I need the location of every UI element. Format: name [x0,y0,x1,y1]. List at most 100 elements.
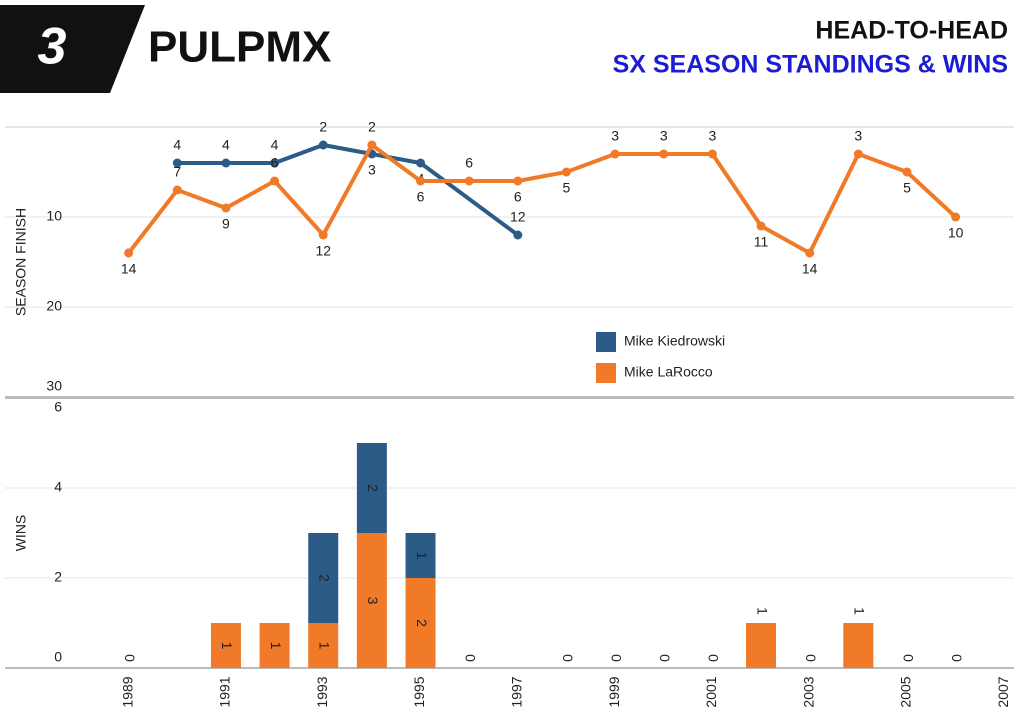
data-label: 2 [365,484,381,492]
data-label: 3 [854,128,862,144]
x-tick-label: 2003 [800,676,816,707]
bar [746,623,777,668]
data-label: 14 [121,261,137,277]
point [416,158,426,168]
bar [843,623,874,668]
data-label: 6 [417,189,425,205]
point [659,149,669,159]
logo-mark: 3 [38,18,67,76]
data-label: 0 [706,654,722,662]
y-axis-label: WINS [13,515,29,552]
y-tick-label: 2 [54,569,62,585]
point [367,140,377,150]
data-label: 3 [708,128,716,144]
data-label: 14 [802,261,818,277]
point [270,158,280,168]
data-label: 12 [510,209,526,225]
data-label: 3 [365,597,381,605]
data-label: 0 [560,654,576,662]
bar [210,623,241,668]
title: HEAD-TO-HEAD [815,17,1008,45]
point [221,203,231,213]
bar [308,533,339,623]
y-tick-label: 6 [54,399,62,415]
point [318,140,328,150]
point [318,230,328,240]
y-axis-label: SEASON FINISH [13,208,29,316]
line [127,142,957,256]
data-label: 1 [219,642,235,650]
data-label: 1 [414,552,430,560]
data-label: 0 [803,654,819,662]
data-label: 9 [222,216,230,232]
logo-text: PULPMX [148,23,331,72]
subtitle: SX SEASON STANDINGS & WINS [613,51,1008,79]
data-label: 4 [173,137,181,153]
point [610,149,620,159]
point [951,212,961,222]
x-tick-label: 1995 [411,676,427,707]
data-label: 5 [903,180,911,196]
data-label: 5 [563,180,571,196]
y-tick-label: 10 [46,208,62,224]
data-label: 11 [754,234,769,250]
x-tick-label: 2005 [898,676,914,707]
point [902,167,912,177]
data-label: 3 [611,128,619,144]
point [416,176,426,186]
data-label: 0 [122,654,138,662]
data-label: 6 [465,155,473,171]
point [270,176,280,186]
data-label: 2 [319,119,327,135]
data-label: 3 [660,128,668,144]
data-label: 0 [900,654,916,662]
x-tick-label: 1993 [314,676,330,707]
y-tick-label: 4 [54,479,62,495]
data-label: 2 [317,574,333,582]
legend-swatch [596,332,616,352]
point [464,176,474,186]
data-label: 6 [271,155,279,171]
x-tick-label: 2007 [995,676,1011,707]
y-tick-label: 0 [54,649,62,665]
data-label: 2 [414,619,430,627]
data-label: 0 [949,654,965,662]
data-label: 12 [315,243,331,259]
legend-swatch [596,363,616,383]
data-label: 6 [514,189,522,205]
data-label: 7 [173,164,181,180]
point [124,248,134,258]
data-label: 4 [222,137,230,153]
bar [356,443,387,533]
point [805,248,815,258]
bar [405,578,436,668]
point [172,185,182,195]
data-label: 3 [368,162,376,178]
data-label: 0 [462,654,478,662]
point [513,176,523,186]
logo-badge [0,5,145,93]
bar [405,533,436,578]
x-tick-label: 1991 [217,676,233,707]
point [513,230,523,240]
y-tick-label: 30 [46,378,62,394]
x-tick-label: 1997 [509,676,525,707]
point [853,149,863,159]
bar [308,623,339,668]
x-tick-label: 1989 [119,676,135,707]
data-label: 4 [271,137,279,153]
legend-label: Mike Kiedrowski [624,333,725,349]
point [561,167,571,177]
data-label: 10 [948,225,964,241]
point [221,158,231,168]
data-label: 1 [852,607,868,615]
legend-label: Mike LaRocco [624,364,713,380]
data-label: 0 [608,654,624,662]
data-label: 0 [657,654,673,662]
y-tick-label: 20 [46,298,62,314]
data-label: 2 [368,119,376,135]
x-tick-label: 2001 [703,676,719,707]
data-label: 1 [268,642,284,650]
